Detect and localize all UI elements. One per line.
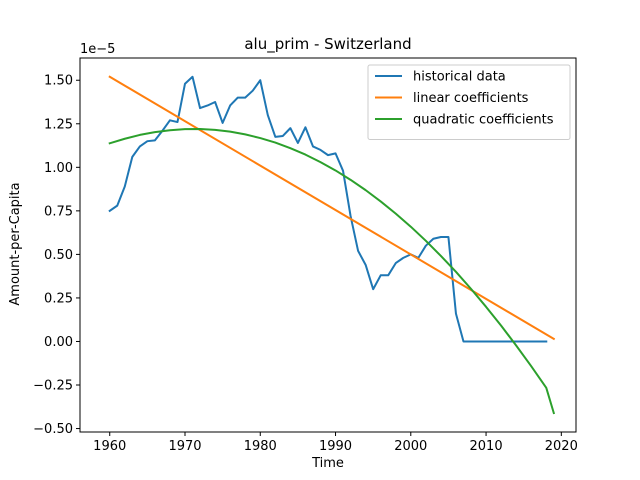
axes-frame — [79, 57, 577, 433]
x-tick-label-3: 1990 — [319, 439, 352, 454]
y-tick-label-2: 0.00 — [44, 335, 73, 350]
chart-title: alu_prim - Switzerland — [244, 35, 411, 54]
legend-label-2: quadratic coefficients — [413, 113, 554, 128]
y-tick-label-8: 1.50 — [44, 74, 73, 89]
legend-label-1: linear coefficients — [413, 91, 529, 106]
y-tick-label-0: −0.50 — [33, 422, 73, 437]
y-tick-label-7: 1.25 — [44, 117, 73, 132]
y-axis-title: Amount-per-Capita — [8, 182, 23, 305]
legend-label-0: historical data — [413, 70, 506, 85]
y-tick-label-4: 0.50 — [44, 248, 73, 263]
x-tick-label-4: 2000 — [394, 439, 427, 454]
series-line-0 — [108, 75, 548, 343]
x-tick-label-6: 2020 — [545, 439, 578, 454]
legend: historical data linear coefficients quadra… — [367, 64, 571, 140]
x-tick-label-1: 1970 — [168, 439, 201, 454]
x-tick-label-5: 2010 — [470, 439, 503, 454]
legend-box — [367, 64, 571, 140]
series-line-2 — [108, 128, 556, 415]
y-scale-label: 1e−5 — [80, 42, 115, 57]
x-tick-label-0: 1960 — [93, 439, 126, 454]
plot-area: 1960 1970 1980 1990 2000 2010 2020 −0.50 −0.25 0.… — [33, 57, 578, 454]
y-tick-label-5: 0.75 — [44, 204, 73, 219]
x-axis-title: Time — [311, 456, 344, 471]
x-tick-label-2: 1980 — [244, 439, 277, 454]
y-tick-label-1: −0.25 — [33, 379, 73, 394]
y-tick-label-3: 0.25 — [44, 291, 73, 306]
series-line-1 — [108, 75, 556, 341]
y-tick-label-6: 1.00 — [44, 161, 73, 176]
